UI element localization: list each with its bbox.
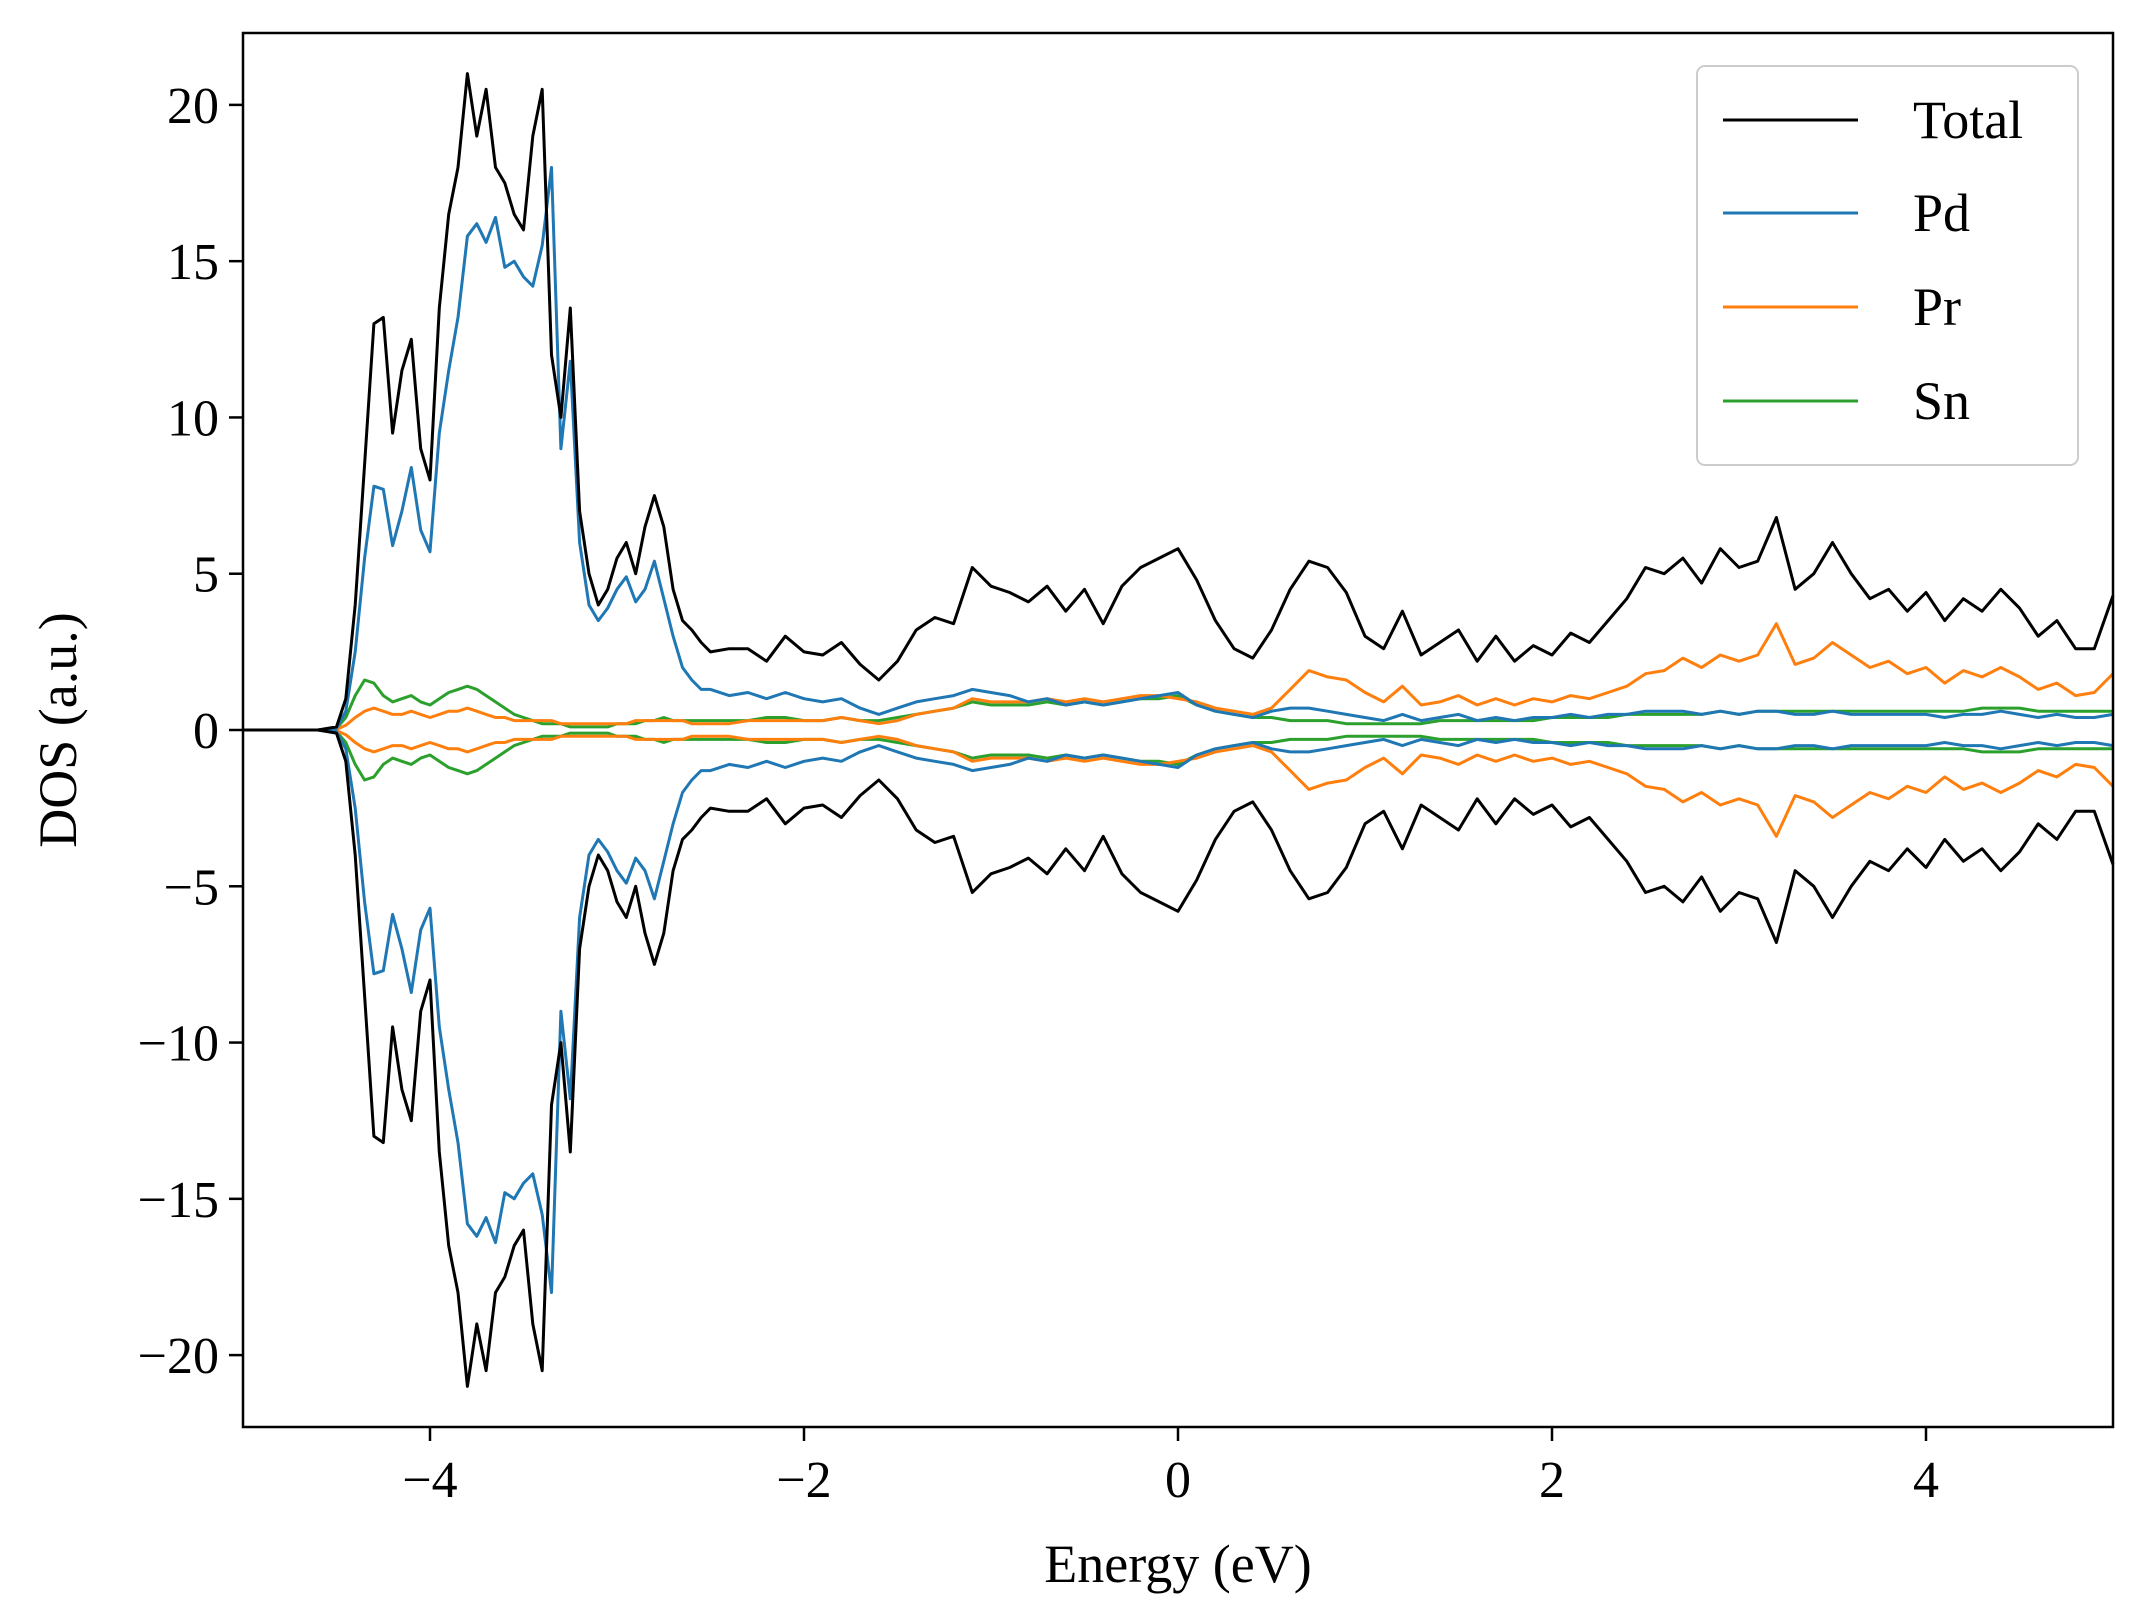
x-tick-label: −4 [402, 1452, 457, 1509]
series-line-pd-down [243, 728, 2114, 1295]
y-tick-label: −20 [138, 1328, 219, 1385]
x-tick-label: 2 [1539, 1452, 1565, 1509]
y-tick-label: 0 [193, 703, 219, 760]
x-tick-label: 0 [1165, 1452, 1191, 1509]
x-axis: −4 −2 0 2 4 [402, 1427, 1939, 1509]
legend-label-pr: Pr [1913, 277, 1961, 337]
series-line-total-up [243, 72, 2115, 732]
y-tick-label: −15 [138, 1172, 219, 1229]
legend-label-sn: Sn [1913, 371, 1970, 431]
legend-label-pd: Pd [1913, 183, 1970, 243]
x-tick-label: 4 [1913, 1452, 1939, 1509]
y-tick-label: 20 [167, 78, 219, 135]
series-line-sn-up [243, 678, 2113, 732]
y-tick-label: 10 [167, 390, 219, 447]
series-lines [243, 72, 2115, 1388]
x-axis-label: Energy (eV) [1044, 1534, 1311, 1594]
y-axis-label: DOS (a.u.) [28, 612, 88, 847]
y-axis: −20 −15 −10 −5 0 5 10 15 20 [138, 78, 243, 1385]
series-line-total-down [243, 728, 2115, 1388]
series-line-sn-down [243, 728, 2113, 782]
legend: Total Pd Pr Sn [1696, 65, 2079, 466]
y-tick-label: 5 [193, 547, 219, 604]
series-line-pd-up [243, 165, 2114, 732]
y-tick-label: 15 [167, 234, 219, 291]
series-line-pr-down [243, 728, 2115, 838]
series-line-pr-up [243, 622, 2115, 732]
y-tick-label: −5 [164, 859, 219, 916]
y-tick-label: −10 [138, 1016, 219, 1073]
legend-box [1696, 65, 2079, 466]
legend-label-total: Total [1913, 90, 2023, 150]
x-tick-label: −2 [776, 1452, 831, 1509]
